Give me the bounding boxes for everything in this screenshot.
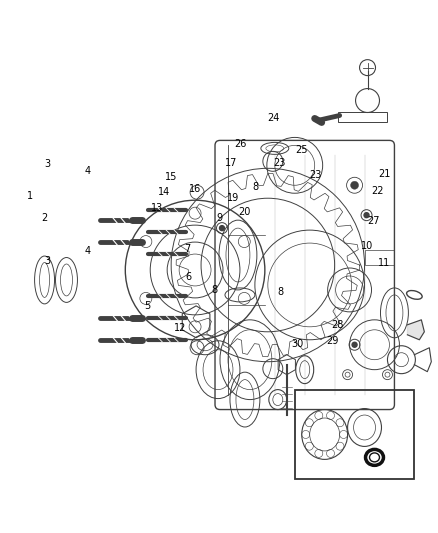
Circle shape — [352, 342, 357, 347]
Text: 6: 6 — [185, 272, 191, 282]
Text: 5: 5 — [144, 301, 150, 311]
Text: 8: 8 — [252, 182, 258, 192]
Text: 27: 27 — [368, 216, 380, 227]
Text: 1: 1 — [27, 191, 33, 201]
Text: 30: 30 — [291, 338, 304, 349]
Circle shape — [364, 213, 369, 217]
Circle shape — [219, 225, 225, 231]
Text: 23: 23 — [273, 158, 286, 168]
Text: 16: 16 — [189, 184, 201, 195]
Text: 21: 21 — [378, 168, 390, 179]
Text: 4: 4 — [85, 166, 91, 176]
Circle shape — [350, 181, 359, 189]
Text: 12: 12 — [173, 322, 186, 333]
Text: 4: 4 — [85, 246, 91, 255]
Text: 9: 9 — [216, 213, 222, 223]
Text: 3: 3 — [45, 256, 51, 266]
Text: 10: 10 — [361, 241, 374, 252]
Text: 8: 8 — [277, 287, 283, 297]
Text: 15: 15 — [165, 172, 177, 182]
Bar — [295, 390, 414, 479]
Text: 14: 14 — [158, 187, 170, 197]
Text: 8: 8 — [212, 285, 218, 295]
Text: 20: 20 — [238, 207, 251, 217]
Polygon shape — [407, 320, 424, 340]
Text: 17: 17 — [225, 158, 237, 168]
Bar — [338, 112, 388, 123]
Bar — [364, 250, 395, 265]
Text: 2: 2 — [41, 213, 47, 223]
Text: 28: 28 — [332, 320, 344, 330]
Text: 11: 11 — [378, 258, 390, 268]
Text: 25: 25 — [296, 144, 308, 155]
Text: 29: 29 — [326, 336, 339, 346]
Text: 26: 26 — [234, 139, 246, 149]
Text: 3: 3 — [45, 159, 51, 169]
Text: 22: 22 — [371, 186, 383, 196]
Text: 7: 7 — [184, 244, 191, 254]
Text: 13: 13 — [151, 203, 163, 213]
Text: 24: 24 — [267, 113, 280, 123]
Text: 23: 23 — [309, 170, 321, 180]
Text: 19: 19 — [227, 193, 239, 204]
